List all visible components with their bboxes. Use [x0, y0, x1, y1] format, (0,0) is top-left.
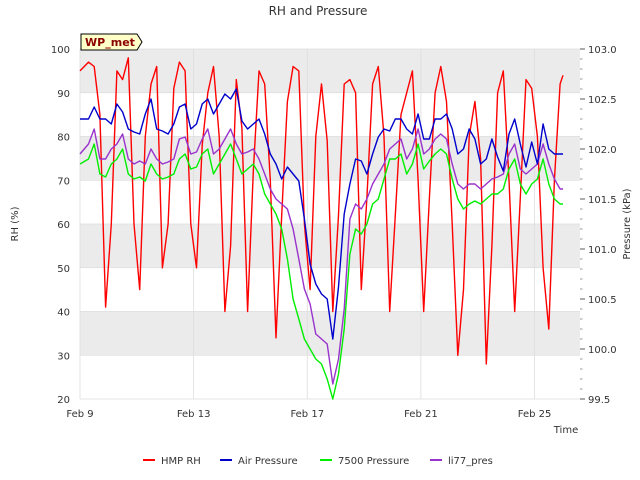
right-tick-label: 103.0 [588, 45, 617, 56]
right-tick-label: 100.5 [588, 295, 617, 306]
legend-label: Air Pressure [238, 456, 298, 467]
right-tick-label: 102.0 [588, 145, 617, 156]
x-tick-label: Feb 17 [290, 409, 324, 420]
legend: HMP RH Air Pressure 7500 Pressure li77_pres [143, 456, 493, 467]
x-tick-label: Feb 21 [404, 409, 438, 420]
badge-label: WP_met [85, 36, 135, 49]
left-tick-label: 90 [57, 89, 70, 100]
x-axis-title: Time [553, 425, 578, 436]
legend-label: li77_pres [448, 456, 493, 467]
left-axis: 20 30 40 50 60 70 80 90 100 [51, 45, 70, 406]
right-tick-label: 101.5 [588, 195, 617, 206]
legend-label: HMP RH [161, 456, 201, 467]
x-tick-label: Feb 25 [518, 409, 552, 420]
left-tick-label: 70 [57, 176, 70, 187]
right-axis: 99.5 100.0 100.5 101.0 101.5 102.0 102.5 103.0 [580, 45, 617, 406]
series-line-7500-pressure [79, 143, 563, 400]
series-line-hmp-rh [79, 57, 564, 365]
series-layer [79, 57, 564, 400]
right-tick-label: 102.5 [588, 95, 617, 106]
chart-title: RH and Pressure [269, 4, 368, 18]
legend-label: 7500 Pressure [338, 456, 409, 467]
right-tick-label: 99.5 [588, 395, 610, 406]
right-axis-title: Pressure (kPa) [622, 188, 633, 259]
left-tick-label: 40 [57, 308, 70, 319]
right-tick-label: 100.0 [588, 345, 617, 356]
badge-shape [80, 33, 143, 51]
x-tick-label: Feb 9 [66, 409, 93, 420]
series-line-li77-pres [79, 128, 563, 385]
left-tick-label: 50 [57, 264, 70, 275]
background-band [80, 49, 580, 93]
left-tick-label: 60 [57, 220, 70, 231]
series-line-air-pressure [80, 88, 563, 340]
x-tick-label: Feb 13 [177, 409, 211, 420]
left-tick-label: 100 [51, 45, 70, 56]
x-axis: Feb 9 Feb 13 Feb 17 Feb 21 Feb 25 [66, 409, 551, 420]
left-tick-label: 30 [57, 351, 70, 362]
left-tick-label: 20 [57, 395, 70, 406]
left-axis-title: RH (%) [10, 206, 21, 241]
left-tick-label: 80 [57, 133, 70, 144]
background-band [80, 136, 580, 181]
right-tick-label: 101.0 [588, 245, 617, 256]
wp-met-badge: WP_met [80, 33, 143, 51]
